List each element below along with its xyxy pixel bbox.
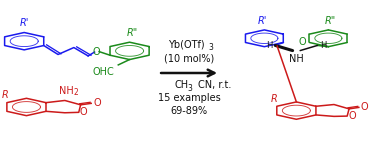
- Text: CH: CH: [175, 80, 189, 89]
- Text: 69-89%: 69-89%: [170, 106, 208, 116]
- Text: R": R": [325, 16, 336, 26]
- Text: O: O: [299, 37, 307, 47]
- Text: R: R: [270, 94, 277, 104]
- Text: OHC: OHC: [92, 67, 114, 77]
- Text: 2: 2: [74, 88, 79, 97]
- Text: R: R: [2, 90, 8, 100]
- Text: NH: NH: [289, 54, 304, 64]
- Text: H: H: [266, 41, 273, 50]
- Text: (10 mol%): (10 mol%): [164, 54, 214, 64]
- Text: O: O: [93, 47, 100, 57]
- Text: Yb(OTf): Yb(OTf): [168, 40, 204, 50]
- Text: R': R': [258, 16, 267, 26]
- Text: R": R": [127, 28, 138, 38]
- Text: O: O: [360, 102, 368, 112]
- Text: R': R': [20, 18, 29, 28]
- Text: O: O: [348, 111, 356, 121]
- Text: CN, r.t.: CN, r.t.: [198, 80, 232, 89]
- Text: NH: NH: [59, 86, 74, 96]
- Text: 15 examples: 15 examples: [158, 93, 220, 103]
- Text: 3: 3: [209, 43, 213, 52]
- Text: 3: 3: [187, 84, 192, 93]
- Text: O: O: [93, 98, 101, 108]
- Text: H: H: [320, 41, 327, 50]
- Text: O: O: [80, 107, 87, 117]
